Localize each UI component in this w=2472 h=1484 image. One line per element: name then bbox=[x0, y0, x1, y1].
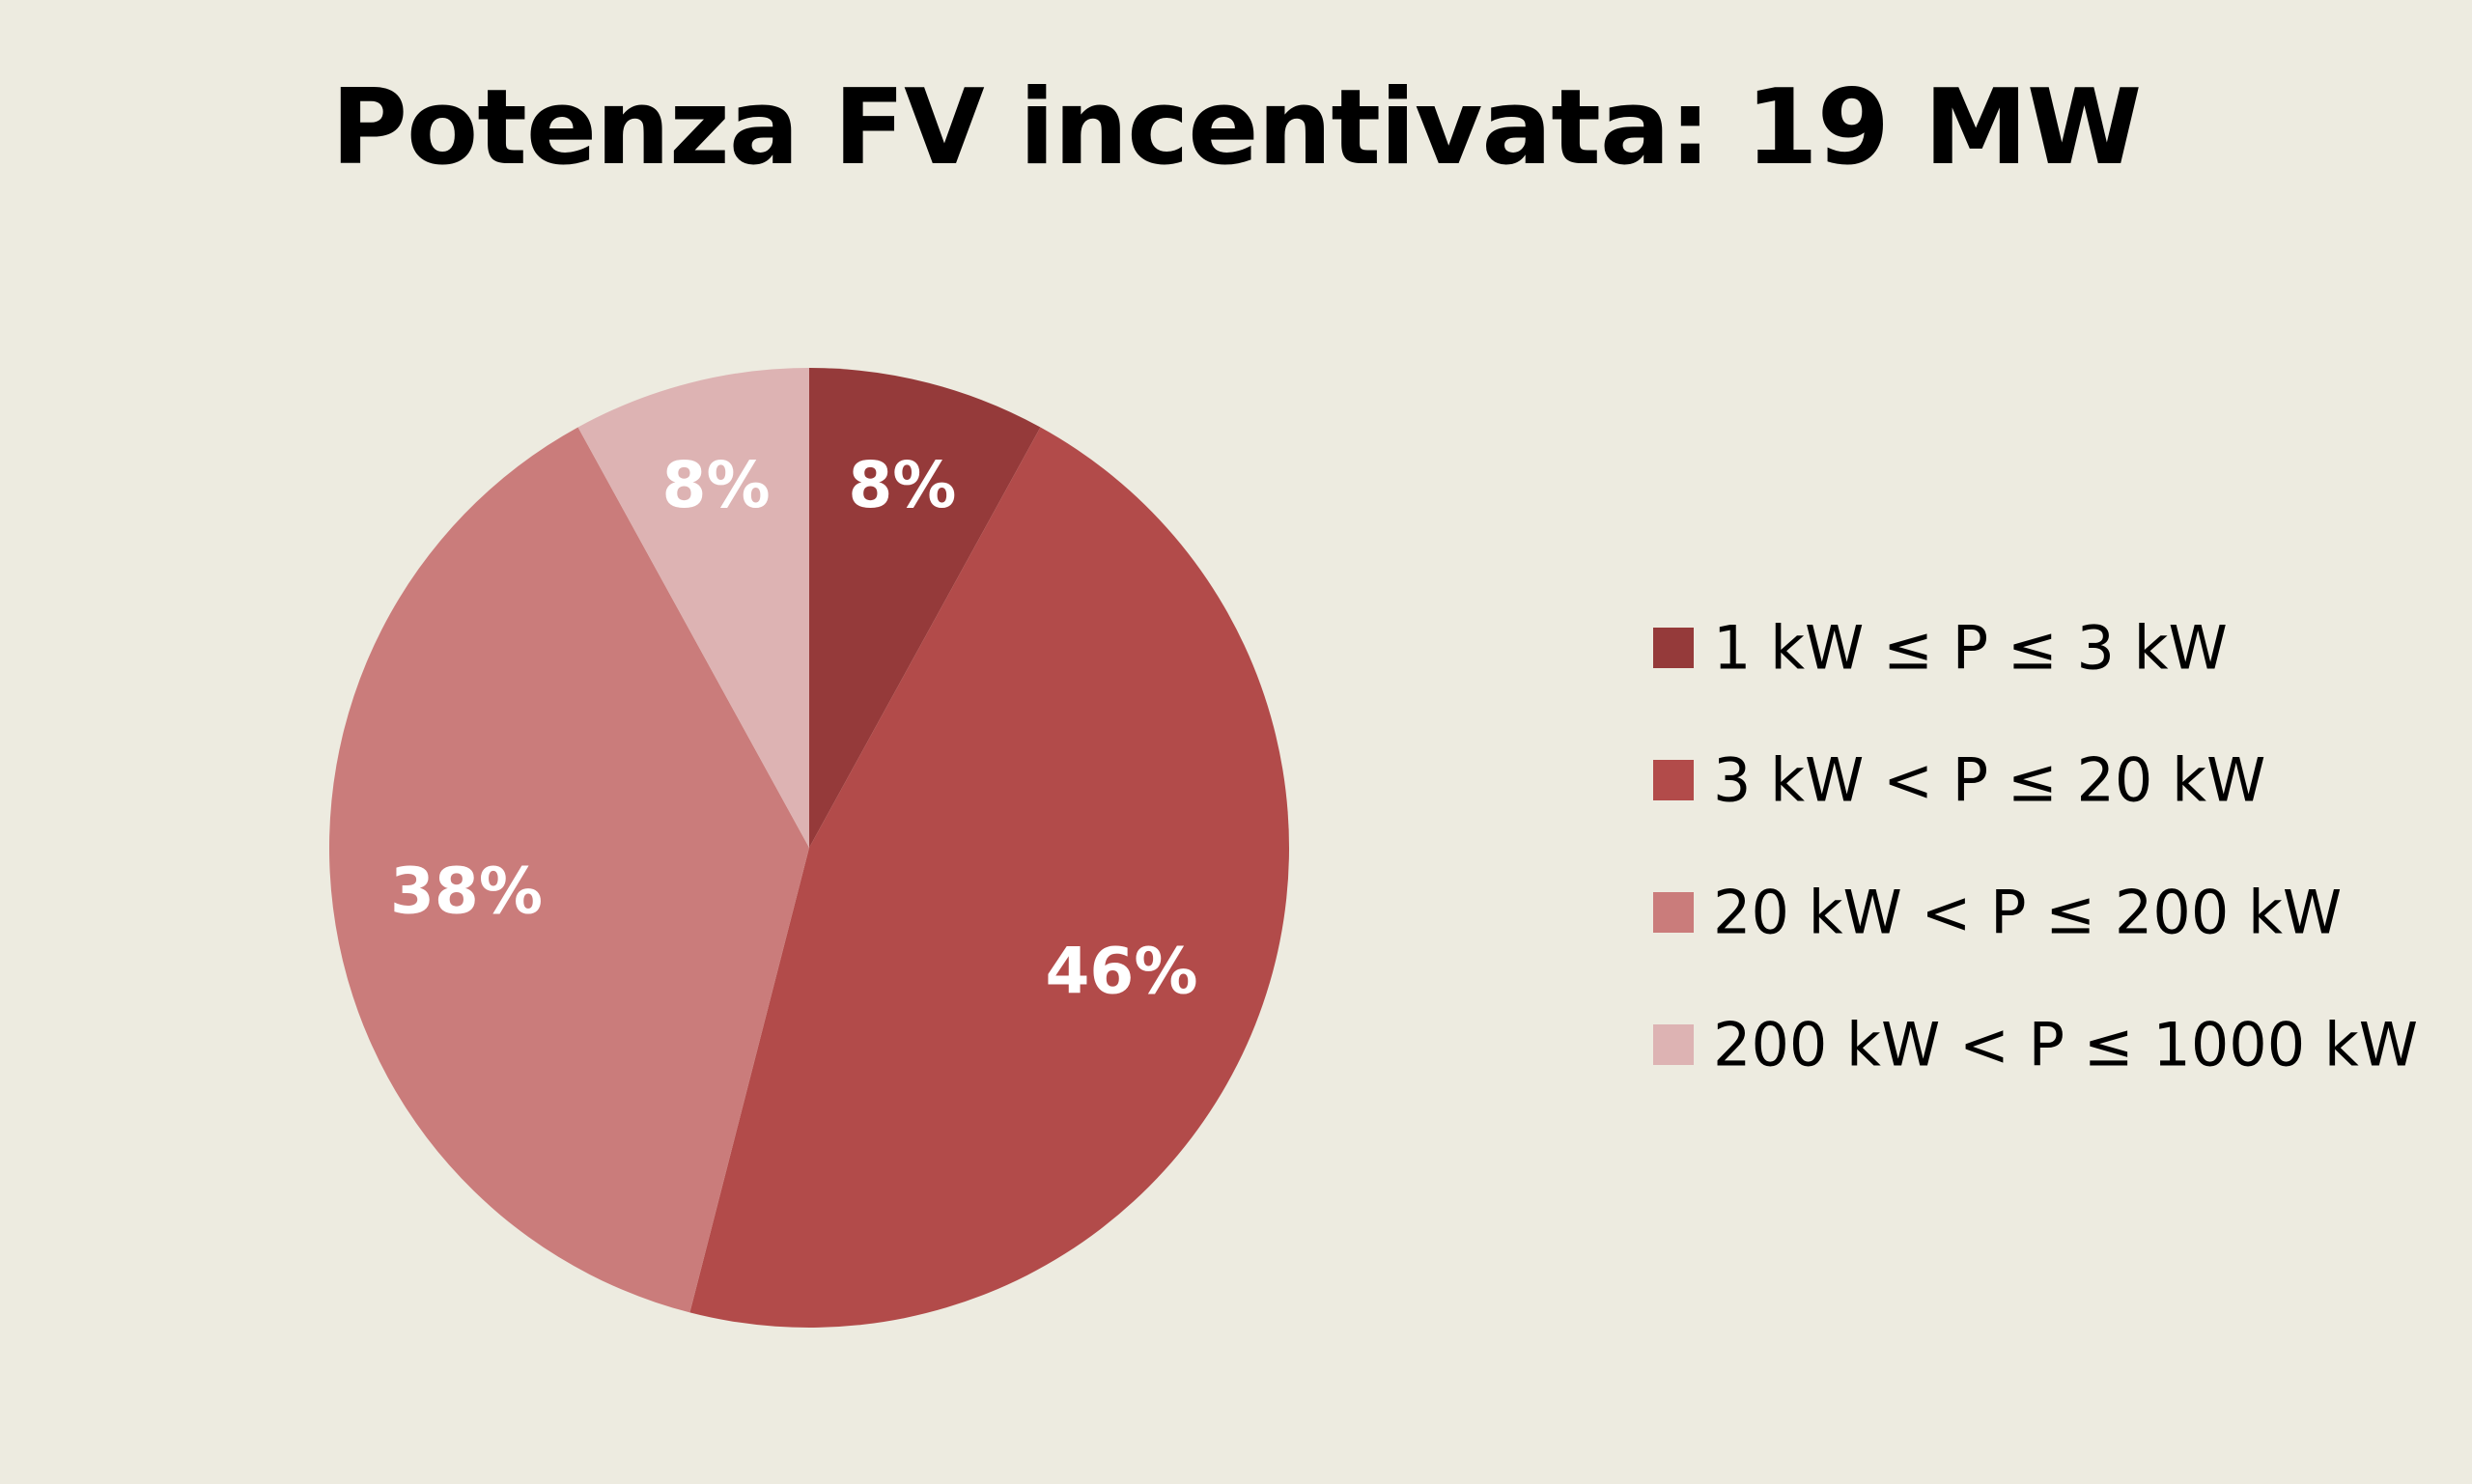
slice-data-label-1: 8% bbox=[848, 448, 956, 522]
slice-data-label-3: 38% bbox=[390, 854, 543, 928]
slice-data-label-4: 8% bbox=[662, 448, 771, 522]
legend-swatch-1 bbox=[1653, 628, 1694, 668]
pie-slice-1 bbox=[809, 368, 1041, 848]
chart-title: Potenza FV incentivata: 19 MW bbox=[330, 68, 2142, 188]
pie-slice-4 bbox=[577, 368, 809, 848]
legend-label-4: 200 kW < P ≤ 1000 kW bbox=[1713, 1010, 2418, 1080]
slice-data-label-2: 46% bbox=[1045, 935, 1197, 1009]
legend-swatch-2 bbox=[1653, 760, 1694, 800]
legend-swatch-4 bbox=[1653, 1024, 1694, 1065]
legend-label-3: 20 kW < P ≤ 200 kW bbox=[1713, 878, 2342, 948]
legend-label-2: 3 kW < P ≤ 20 kW bbox=[1713, 745, 2265, 816]
legend-label-1: 1 kW ≤ P ≤ 3 kW bbox=[1713, 613, 2228, 684]
pie-slice-2 bbox=[689, 427, 1289, 1329]
pie-slice-3 bbox=[329, 427, 809, 1313]
legend-swatch-3 bbox=[1653, 892, 1694, 933]
